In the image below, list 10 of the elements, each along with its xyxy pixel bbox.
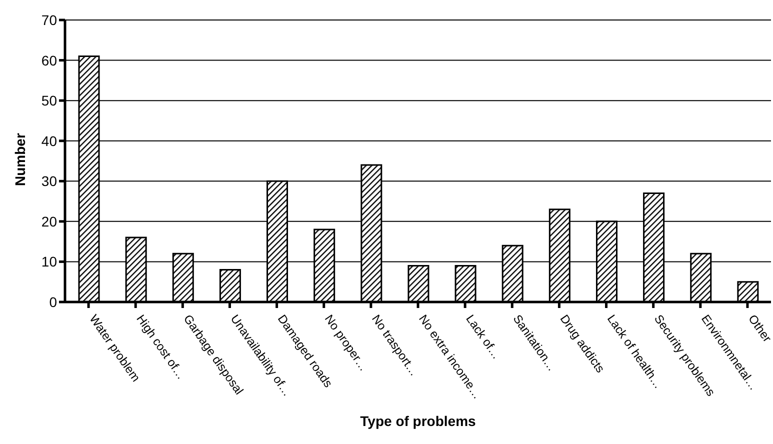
y-tick-label: 20	[41, 213, 58, 230]
y-tick-label: 30	[41, 173, 58, 190]
y-tick-label: 0	[49, 294, 58, 310]
y-tick-label: 60	[41, 52, 58, 68]
y-tick-label: 70	[41, 12, 58, 28]
y-axis-title: Number	[12, 132, 28, 186]
x-axis-title: Type of problems	[360, 413, 476, 429]
y-tick-label: 50	[41, 92, 58, 109]
y-tick-label: 40	[41, 132, 58, 149]
y-tick-label: 10	[41, 254, 58, 270]
